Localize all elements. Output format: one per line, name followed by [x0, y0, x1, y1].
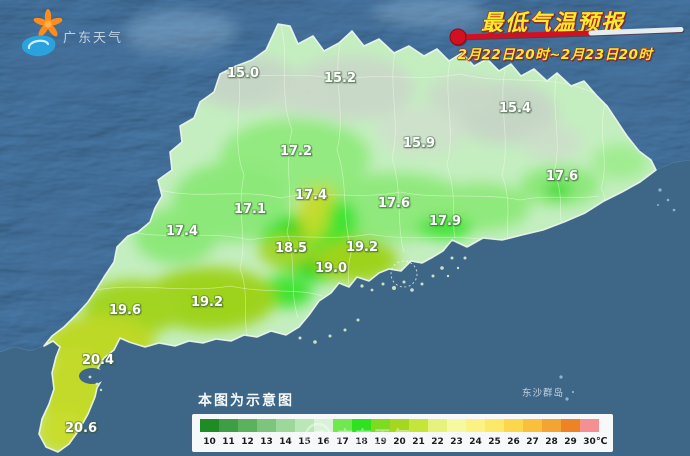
temperature-label: 19.6 — [109, 303, 141, 318]
legend-tick-label: 11 — [222, 437, 235, 447]
temperature-label: 19.2 — [346, 240, 378, 255]
province-border — [38, 23, 657, 453]
legend-cell — [333, 419, 352, 432]
legend-cell — [276, 419, 295, 432]
legend-cell — [580, 419, 599, 432]
legend-tick-label: 17 — [336, 437, 349, 447]
map-note: 本图为示意图 — [198, 392, 294, 409]
legend-tick-label: 14 — [279, 437, 292, 447]
legend-cell — [485, 419, 504, 432]
legend-tick-label: 29 — [564, 437, 577, 447]
temperature-label: 19.2 — [191, 295, 223, 310]
thermometer-bulb-icon — [449, 28, 467, 46]
legend-cell — [238, 419, 257, 432]
legend: 10 11 12 13 14 15 16 17 18 19 20 21 22 23 24 25 26 27 28 29… — [192, 414, 613, 452]
legend-cell — [466, 419, 485, 432]
temperature-label: 17.4 — [295, 188, 327, 203]
thermometer-red-bar — [455, 30, 594, 40]
legend-tick-label: 12 — [241, 437, 254, 447]
logo-flower-icon — [33, 9, 63, 37]
legend-tick-label: 22 — [431, 437, 444, 447]
legend-cell — [523, 419, 542, 432]
legend-tick-label: 27 — [526, 437, 539, 447]
islands — [79, 188, 676, 401]
temperature-label: 15.2 — [324, 71, 356, 86]
legend-tick-label: 24 — [469, 437, 482, 447]
legend-tick-label: 26 — [507, 437, 520, 447]
legend-cell — [561, 419, 580, 432]
temperature-label: 20.6 — [65, 421, 97, 436]
legend-tick-label: 19 — [374, 437, 387, 447]
logo-wordmark: 广东天气 — [63, 30, 123, 46]
temperature-labels: 15.0 15.2 15.4 15.9 17.2 17.6 17.4 17.1 17.6 17.9… — [64, 65, 579, 437]
legend-cell — [295, 419, 314, 432]
temperature-label: 17.9 — [429, 214, 461, 229]
legend-tick-label: 15 — [298, 437, 311, 447]
temperature-label: 18.5 — [275, 241, 307, 256]
logo-cloud-icon — [21, 35, 56, 57]
temperature-label: 20.4 — [82, 353, 114, 368]
legend-tick-label: 21 — [412, 437, 425, 447]
temperature-label: 19.0 — [315, 261, 347, 276]
legend-unit: ℃ — [596, 436, 608, 447]
thermometer-white-bar — [588, 27, 684, 36]
header: 最低气温预报 2月22日20时~2月23日20时 — [449, 10, 684, 64]
legend-cell — [504, 419, 523, 432]
temperature-label: 17.4 — [166, 224, 198, 239]
legend-tick-label: 13 — [260, 437, 273, 447]
legend-cell — [352, 419, 371, 432]
legend-cell — [409, 419, 428, 432]
legend-cell — [314, 419, 333, 432]
temperature-label: 17.6 — [378, 196, 410, 211]
city-borders — [95, 25, 621, 338]
watermark-text: 广东天气 — [336, 427, 412, 448]
legend-tick-label: 30 — [583, 437, 596, 447]
watermark: 广东天气 — [304, 422, 412, 450]
forecast-date-range: 2月22日20时~2月23日20时 — [458, 47, 655, 63]
legend-cell — [390, 419, 409, 432]
legend-tick-label: 20 — [393, 437, 406, 447]
temperature-label: 15.4 — [499, 101, 531, 116]
sar-boundary-circle — [390, 260, 418, 288]
legend-cell — [428, 419, 447, 432]
legend-cell — [200, 419, 219, 432]
legend-tick-label: 23 — [450, 437, 463, 447]
legend-tick-label: 25 — [488, 437, 501, 447]
dongsha-islands-label: 东沙群岛 — [522, 387, 564, 399]
legend-scale: 10 11 12 13 14 15 16 17 18 19 20 21 22 23 24 25 26 27 28 29… — [200, 419, 599, 447]
legend-cell — [542, 419, 561, 432]
legend-tick-label: 16 — [317, 437, 330, 447]
temperature-label: 15.0 — [227, 66, 259, 81]
temperature-label: 15.9 — [403, 136, 435, 151]
legend-cell — [447, 419, 466, 432]
gd-weather-logo: 广东天气 — [21, 9, 123, 57]
legend-tick-label: 10 — [203, 437, 216, 447]
temperature-label: 17.1 — [234, 202, 266, 217]
legend-tick-label: 28 — [545, 437, 558, 447]
temperature-label: 17.6 — [546, 169, 578, 184]
legend-cell — [219, 419, 238, 432]
legend-cell — [257, 419, 276, 432]
legend-tick-label: 18 — [355, 437, 368, 447]
temperature-label: 17.2 — [280, 144, 312, 159]
legend-cell — [371, 419, 390, 432]
